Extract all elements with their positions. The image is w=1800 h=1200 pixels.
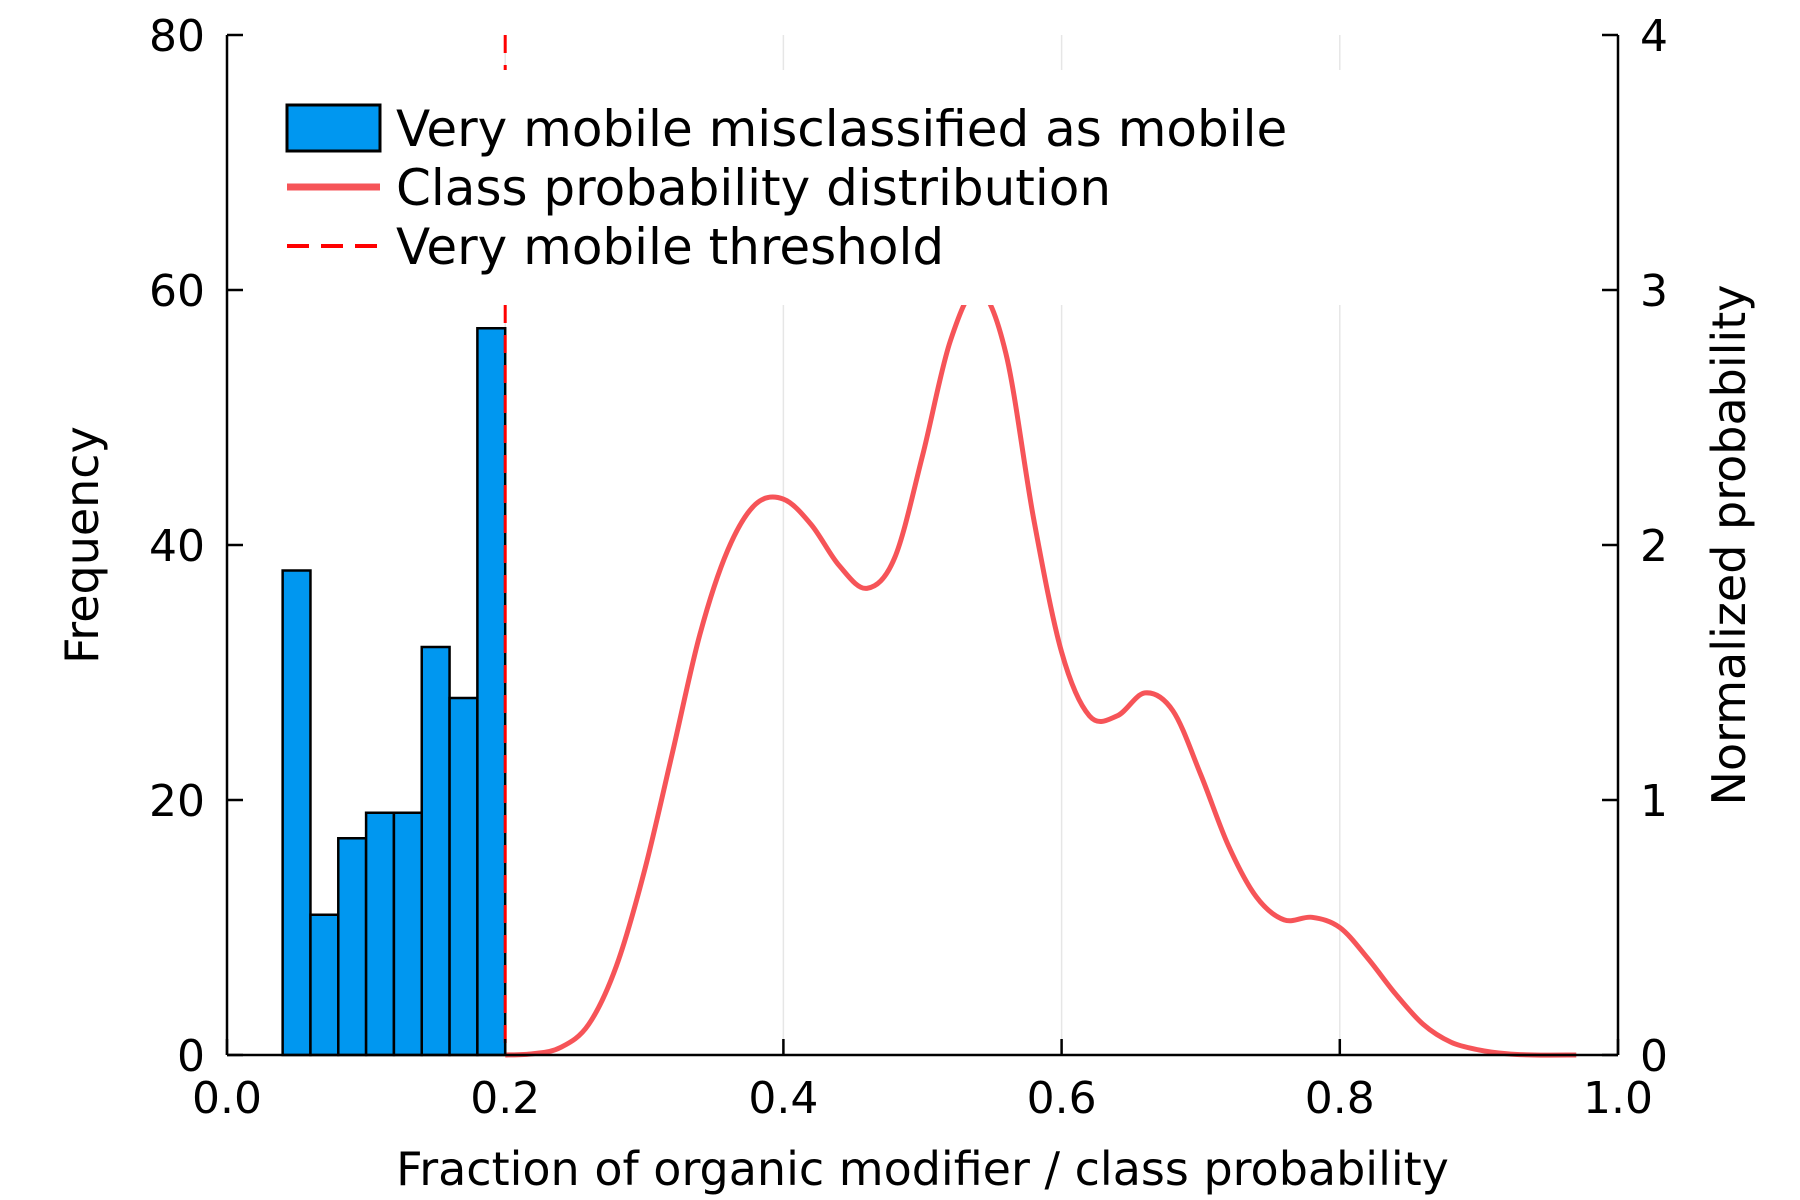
x-tick-label-5: 1.0 xyxy=(1583,1073,1653,1124)
histogram-bar-7 xyxy=(476,327,507,1057)
y2-tick-label-4: 4 xyxy=(1640,11,1668,62)
y-tick-label-4: 80 xyxy=(149,11,205,62)
histogram-bar-2 xyxy=(337,837,368,1057)
histogram-bars xyxy=(281,327,507,1057)
legend-label-density: Class probability distribution xyxy=(396,159,1111,217)
legend-label-threshold: Very mobile threshold xyxy=(396,218,944,276)
y2-tick-label-2: 2 xyxy=(1640,521,1668,572)
x-tick-label-0: 0.0 xyxy=(192,1073,262,1124)
x-axis-title: Fraction of organic modifier / class pro… xyxy=(396,1142,1449,1196)
y2-axis-title: Normalized probability xyxy=(1702,285,1756,806)
legend-background xyxy=(272,70,1372,305)
y-tick-label-1: 20 xyxy=(149,776,205,827)
histogram-bar-5 xyxy=(420,645,451,1057)
y-axis-title: Frequency xyxy=(55,426,109,664)
histogram-bar-6 xyxy=(448,696,479,1057)
density-curve xyxy=(505,287,1577,1058)
histogram-bar-4 xyxy=(392,811,423,1057)
histogram-bar-3 xyxy=(364,811,396,1057)
y-tick-label-2: 40 xyxy=(149,521,205,572)
x-tick-label-3: 0.6 xyxy=(1027,1073,1097,1124)
y-tick-label-0: 0 xyxy=(177,1031,205,1082)
y-tick-label-3: 60 xyxy=(149,266,205,317)
x-tick-label-4: 0.8 xyxy=(1305,1073,1375,1124)
histogram-bar-0 xyxy=(281,569,312,1057)
y2-tick-label-3: 3 xyxy=(1640,266,1668,317)
x-tick-label-2: 0.4 xyxy=(748,1073,818,1124)
histogram-bar-1 xyxy=(309,913,340,1057)
legend-label-histogram: Very mobile misclassified as mobile xyxy=(396,100,1287,158)
legend-swatch-histogram xyxy=(285,103,382,153)
x-tick-label-1: 0.2 xyxy=(470,1073,540,1124)
legend: Very mobile misclassified as mobile Clas… xyxy=(272,70,1372,305)
y2-tick-label-0: 0 xyxy=(1640,1031,1668,1082)
y2-tick-label-1: 1 xyxy=(1640,776,1668,827)
